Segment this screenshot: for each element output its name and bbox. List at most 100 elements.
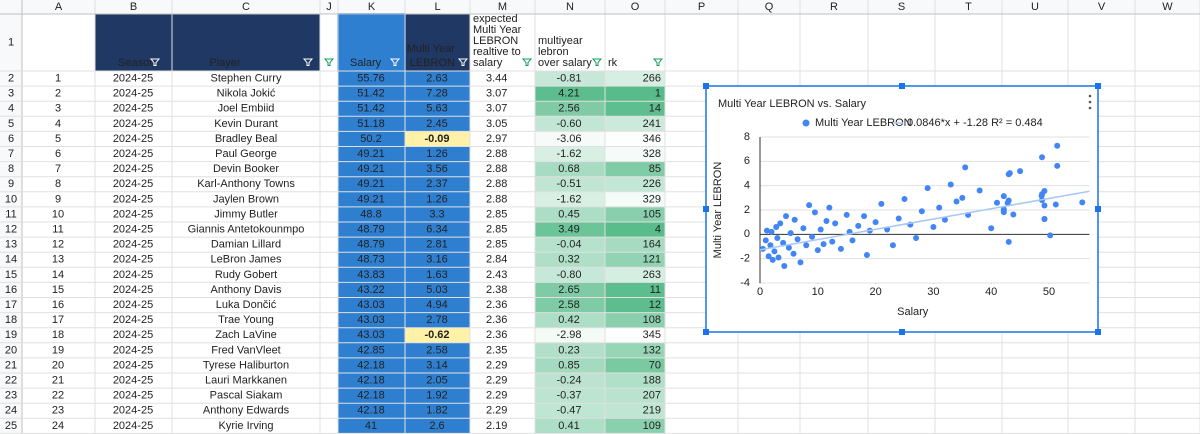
cell[interactable]: Luka Dončić	[216, 299, 277, 311]
cell[interactable]: 2024-25	[113, 72, 153, 84]
cell[interactable]: 1	[655, 88, 661, 100]
cell[interactable]: 2.97	[486, 133, 507, 145]
cell[interactable]: 43.22	[357, 284, 385, 296]
cell[interactable]: 14	[52, 269, 64, 281]
column-letter[interactable]: L	[434, 1, 440, 13]
resize-handle[interactable]	[703, 83, 709, 89]
cell[interactable]: -2.98	[556, 329, 581, 341]
cell[interactable]: 0.85	[558, 359, 579, 371]
row-number[interactable]: 17	[5, 299, 17, 311]
cell[interactable]: 49.21	[357, 193, 385, 205]
cell[interactable]: 2024-25	[113, 284, 153, 296]
cell[interactable]: 43.03	[357, 299, 385, 311]
cell[interactable]: 2024-25	[113, 405, 153, 417]
cell[interactable]: 7.28	[426, 88, 447, 100]
cell[interactable]: 2024-25	[113, 254, 153, 266]
cell[interactable]: 70	[649, 359, 661, 371]
cell[interactable]: 263	[643, 269, 661, 281]
cell[interactable]: 8	[55, 178, 61, 190]
row-number[interactable]: 6	[8, 133, 14, 145]
cell[interactable]: Fred VanVleet	[211, 344, 281, 356]
cell[interactable]: 2.05	[426, 374, 447, 386]
cell[interactable]: 0.45	[558, 208, 579, 220]
cell[interactable]: 0.42	[558, 314, 579, 326]
cell[interactable]: -0.60	[556, 118, 581, 130]
cell[interactable]: 2.58	[558, 299, 579, 311]
cell[interactable]: Trae Young	[218, 314, 274, 326]
cell[interactable]: 1.63	[426, 269, 447, 281]
cell[interactable]: 2024-25	[113, 420, 153, 432]
row-number[interactable]: 25	[5, 420, 17, 432]
cell[interactable]: 21	[52, 374, 64, 386]
cell[interactable]: Zach LaVine	[215, 329, 277, 341]
cell[interactable]: 121	[643, 254, 661, 266]
cell[interactable]: 20	[52, 359, 64, 371]
cell[interactable]: 42.18	[357, 359, 385, 371]
cell[interactable]: 4.21	[558, 88, 579, 100]
filter-icon[interactable]	[521, 58, 533, 66]
filter-icon[interactable]	[302, 58, 314, 66]
cell[interactable]: 18	[52, 329, 64, 341]
cell[interactable]: 1	[55, 72, 61, 84]
cell[interactable]: Tyrese Haliburton	[203, 359, 289, 371]
cell[interactable]: 85	[649, 163, 661, 175]
cell[interactable]: 2024-25	[113, 329, 153, 341]
cell[interactable]: 43.03	[357, 329, 385, 341]
cell[interactable]: 2.78	[426, 314, 447, 326]
cell[interactable]: -0.80	[556, 269, 581, 281]
column-letter[interactable]: C	[242, 1, 250, 13]
cell[interactable]: 7	[55, 163, 61, 175]
cell[interactable]: 15	[52, 284, 64, 296]
cell[interactable]: 2.29	[486, 374, 507, 386]
cell[interactable]: Karl-Anthony Towns	[197, 178, 295, 190]
cell[interactable]: 17	[52, 314, 64, 326]
cell[interactable]: 3	[55, 103, 61, 115]
cell[interactable]: 3.49	[558, 223, 579, 235]
cell[interactable]: 4	[655, 223, 661, 235]
row-number[interactable]: 3	[8, 88, 14, 100]
cell[interactable]: 50.2	[360, 133, 381, 145]
column-letter[interactable]: O	[631, 1, 640, 13]
cell[interactable]: 49.21	[357, 163, 385, 175]
column-letter[interactable]: T	[965, 1, 972, 13]
cell[interactable]: 2024-25	[113, 299, 153, 311]
cell[interactable]: 14	[649, 103, 661, 115]
cell[interactable]: 2024-25	[113, 374, 153, 386]
row-number[interactable]: 14	[5, 254, 17, 266]
cell[interactable]: 2.85	[486, 223, 507, 235]
column-letter[interactable]: U	[1031, 1, 1039, 13]
cell[interactable]: 3.07	[486, 103, 507, 115]
cell[interactable]: 9	[55, 193, 61, 205]
cell[interactable]: 2024-25	[113, 223, 153, 235]
cell[interactable]: 2.85	[486, 208, 507, 220]
cell[interactable]: 41	[365, 420, 377, 432]
menu-dot[interactable]	[1088, 100, 1092, 104]
resize-handle[interactable]	[1095, 206, 1101, 212]
cell[interactable]: Devin Booker	[213, 163, 279, 175]
cell[interactable]: 345	[643, 329, 661, 341]
cell[interactable]: -3.06	[556, 133, 581, 145]
cell[interactable]: 3.16	[426, 254, 447, 266]
cell[interactable]: 24	[52, 420, 64, 432]
cell[interactable]: 2	[55, 88, 61, 100]
cell[interactable]: 16	[52, 299, 64, 311]
cell[interactable]: 2.38	[486, 284, 507, 296]
column-letter[interactable]: S	[898, 1, 905, 13]
column-letter[interactable]: K	[368, 1, 376, 13]
row-number[interactable]: 12	[5, 223, 17, 235]
cell[interactable]: 3.3	[429, 208, 444, 220]
cell[interactable]: 0.68	[558, 163, 579, 175]
resize-handle[interactable]	[899, 329, 905, 335]
cell[interactable]: 48.73	[357, 254, 385, 266]
cell[interactable]: 2024-25	[113, 390, 153, 402]
cell[interactable]: 0.32	[558, 254, 579, 266]
cell[interactable]: 5.63	[426, 103, 447, 115]
cell[interactable]: 164	[643, 239, 661, 251]
cell[interactable]: 2024-25	[113, 359, 153, 371]
cell[interactable]: 2024-25	[113, 88, 153, 100]
row-number[interactable]: 16	[5, 284, 17, 296]
column-letter[interactable]: V	[1098, 1, 1106, 13]
cell[interactable]: 219	[643, 405, 661, 417]
cell[interactable]: 19	[52, 344, 64, 356]
cell[interactable]: 43.83	[357, 269, 385, 281]
